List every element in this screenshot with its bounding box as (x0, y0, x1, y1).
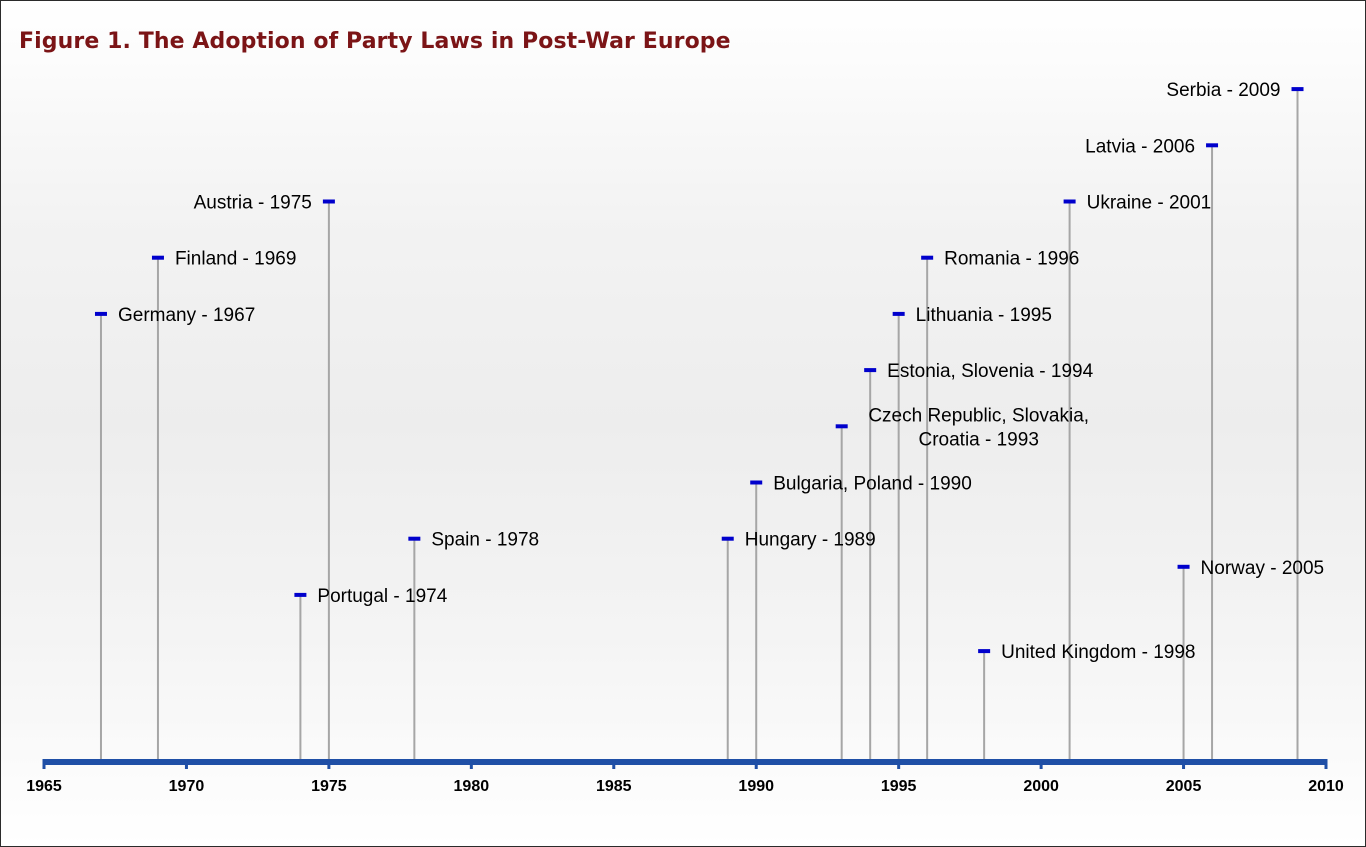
event-stem (983, 651, 986, 759)
event-marker (750, 480, 763, 485)
event-label: Germany - 1967 (118, 305, 255, 326)
x-tick-label: 1990 (738, 778, 774, 795)
event-label: Lithuania - 1995 (916, 305, 1052, 326)
x-tick-label: 1965 (26, 778, 62, 795)
event-marker (1063, 199, 1076, 204)
event-stem (299, 594, 302, 759)
event-stem (897, 313, 900, 759)
x-tick-label: 1980 (454, 778, 490, 795)
x-tick-label: 2000 (1023, 778, 1059, 795)
event-stem (755, 482, 758, 759)
labels-layer: Germany - 1967 Finland - 1969 Portugal - 1… (118, 80, 1324, 663)
event-label: Bulgaria, Poland - 1990 (773, 474, 972, 495)
event-label: Ukraine - 2001 (1087, 193, 1212, 214)
event-stem (869, 370, 872, 759)
event-label: Spain - 1978 (431, 530, 539, 551)
x-tick (1039, 759, 1043, 769)
event-marker (835, 424, 848, 429)
event-marker (94, 311, 107, 316)
x-tick (42, 759, 46, 769)
event-label: Hungary - 1989 (745, 530, 876, 551)
event-stem (1211, 145, 1214, 760)
x-tick (897, 759, 901, 769)
event-stem (156, 257, 159, 759)
event-stem (840, 426, 843, 759)
event-stem (327, 201, 330, 759)
event-stem (1182, 566, 1185, 759)
event-marker (1291, 87, 1304, 92)
event-label: Croatia - 1993 (918, 429, 1038, 450)
x-tick (184, 759, 188, 769)
event-label: Finland - 1969 (175, 249, 296, 270)
stems-layer (99, 89, 1299, 760)
x-tick (327, 759, 331, 769)
x-tick (754, 759, 758, 769)
event-label: Serbia - 2009 (1166, 80, 1280, 101)
event-label: Romania - 1996 (944, 249, 1079, 270)
x-tick-label: 2005 (1166, 778, 1202, 795)
event-marker (864, 368, 877, 373)
event-label: Latvia - 2006 (1085, 136, 1195, 157)
event-label: Austria - 1975 (194, 193, 312, 214)
x-tick-label: 1995 (881, 778, 917, 795)
event-marker (1177, 564, 1190, 569)
event-marker (322, 199, 335, 204)
x-tick-label: 1975 (311, 778, 347, 795)
x-tick (469, 759, 473, 769)
x-axis: 1965 1970 1975 1980 1985 1990 1995 2000 2005 2010 (26, 759, 1344, 795)
event-marker (721, 536, 734, 541)
event-marker (294, 592, 307, 597)
x-tick-label: 1970 (169, 778, 205, 795)
event-stem (726, 538, 729, 759)
event-marker (978, 649, 991, 654)
event-marker (408, 536, 421, 541)
event-marker (892, 311, 905, 316)
axis-line (44, 759, 1326, 765)
event-stem (1068, 201, 1071, 759)
event-stem (926, 257, 929, 759)
event-label: Portugal - 1974 (317, 586, 447, 607)
event-stem (413, 538, 416, 759)
event-marker (151, 255, 164, 260)
x-tick (1324, 759, 1328, 769)
x-tick (612, 759, 616, 769)
event-stem (1296, 89, 1299, 760)
event-label: Czech Republic, Slovakia, (868, 405, 1089, 426)
x-tick-label: 1985 (596, 778, 632, 795)
x-tick (1182, 759, 1186, 769)
x-tick-label: 2010 (1308, 778, 1344, 795)
event-stem (99, 313, 102, 759)
event-marker (921, 255, 934, 260)
event-label: Norway - 2005 (1201, 558, 1325, 579)
chart-title: Figure 1. The Adoption of Party Laws in … (19, 29, 731, 54)
markers-layer (94, 87, 1304, 654)
event-label: Estonia, Slovenia - 1994 (887, 361, 1093, 382)
event-label: United Kingdom - 1998 (1001, 642, 1195, 663)
event-marker (1206, 143, 1219, 148)
